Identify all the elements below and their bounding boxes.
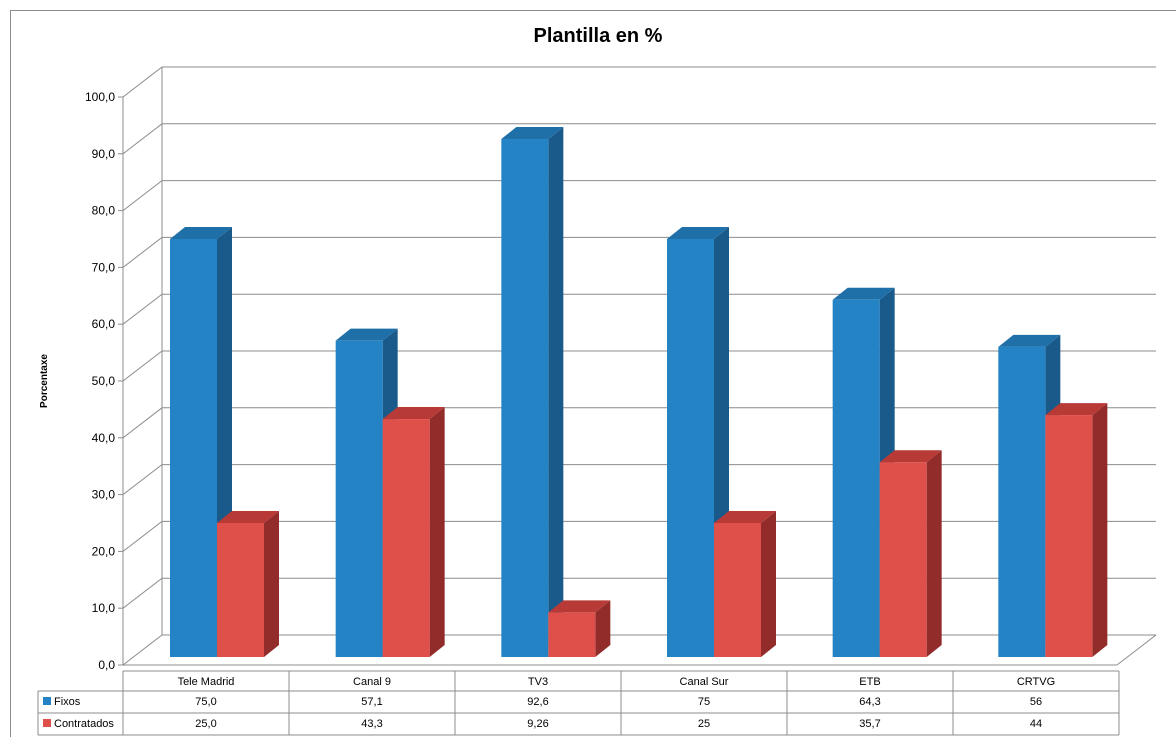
bar-front [382, 419, 430, 657]
table-value: 92,6 [527, 696, 548, 708]
bar-contratados-3 [714, 511, 776, 657]
bar-side [926, 450, 942, 657]
y-axis-label: Porcentaxe [39, 354, 50, 408]
y-tick-label: 40,0 [92, 431, 116, 445]
y-tick-label: 50,0 [92, 374, 116, 388]
y-tick-label: 80,0 [92, 204, 116, 218]
table-category-label: Canal 9 [353, 676, 391, 688]
bar-front [335, 340, 383, 657]
bar-front [501, 139, 549, 658]
bar-top [217, 511, 279, 523]
bar-top [714, 511, 776, 523]
y-tick-label: 100,0 [85, 90, 115, 104]
chart-title: Plantilla en % [534, 25, 663, 47]
table-value: 44 [1030, 718, 1042, 730]
table-value: 75,0 [195, 696, 216, 708]
gridline [122, 577, 1156, 609]
legend-label: Fixos [54, 696, 81, 708]
table-value: 9,26 [527, 718, 548, 730]
bar-front [1045, 415, 1093, 657]
bar-contratados-4 [879, 450, 942, 657]
y-tick-label: 10,0 [92, 601, 116, 615]
bar-front [667, 239, 714, 657]
table-category-label: Tele Madrid [178, 676, 235, 688]
y-tick-label: 60,0 [92, 317, 116, 331]
bar-contratados-0 [217, 511, 279, 657]
gridline [122, 66, 1156, 98]
bar-side [1092, 403, 1108, 657]
bar-top [548, 600, 611, 613]
bar-top [382, 407, 445, 420]
floor-right-edge [1116, 634, 1157, 666]
bar-contratados-5 [1045, 403, 1108, 657]
bar-top [501, 127, 564, 140]
bar-fixos-2 [501, 127, 564, 658]
bar-front [170, 239, 217, 657]
bars [170, 127, 1108, 658]
y-tick-label: 20,0 [92, 544, 116, 558]
table-value: 75 [698, 696, 710, 708]
bar-front [548, 612, 596, 657]
bar-top [170, 227, 232, 239]
data-table: Tele Madrid Canal 9 TV3 Canal Sur ETB CRTVG Fi… [37, 670, 1120, 736]
gridline [122, 407, 1156, 439]
legend-label: Contratados [54, 718, 114, 730]
bar-top [998, 334, 1061, 347]
bar-top [335, 328, 398, 341]
table-category-label: TV3 [528, 676, 548, 688]
bar-top [1045, 403, 1108, 416]
gridline [122, 520, 1156, 552]
bar-side [761, 511, 776, 657]
table-value: 43,3 [361, 718, 382, 730]
bar-side [264, 511, 279, 657]
legend-swatch [43, 719, 51, 727]
table-value: 25,0 [195, 718, 216, 730]
bar-side [548, 127, 564, 658]
bar-top [879, 450, 942, 463]
legend-swatch [43, 697, 51, 705]
bar-contratados-1 [382, 407, 445, 657]
bar-front [879, 462, 927, 657]
y-tick-label: 0,0 [98, 658, 115, 672]
y-tick-labels: 0,0 10,0 20,0 30,0 40,0 50,0 60,0 70,0 80,0 90,0 1… [85, 90, 123, 672]
bar-contratados-2 [548, 600, 611, 657]
table-value: 64,3 [859, 696, 880, 708]
table-category-label: CRTVG [1017, 676, 1055, 688]
gridline [122, 464, 1156, 495]
table-value: 56 [1030, 696, 1042, 708]
gridline [122, 123, 1156, 155]
gridlines [122, 66, 1156, 609]
gridline [122, 236, 1156, 268]
y-tick-label: 30,0 [92, 488, 116, 502]
gridline [122, 350, 1156, 382]
table-value: 57,1 [361, 696, 382, 708]
bar-front [217, 523, 264, 657]
y-tick-label: 70,0 [92, 260, 116, 274]
bar-side [595, 600, 611, 657]
bar-top [832, 287, 895, 300]
gridline [122, 180, 1156, 211]
table-value: 35,7 [859, 718, 880, 730]
gridline [122, 293, 1156, 325]
bar-front [832, 299, 880, 657]
bar-top [667, 227, 729, 239]
bar-front [998, 346, 1046, 657]
y-tick-label: 90,0 [92, 147, 116, 161]
bar-side [429, 407, 445, 657]
table-category-label: ETB [859, 676, 880, 688]
table-category-label: Canal Sur [680, 676, 729, 688]
bar-front [714, 523, 761, 657]
table-value: 25 [698, 718, 710, 730]
